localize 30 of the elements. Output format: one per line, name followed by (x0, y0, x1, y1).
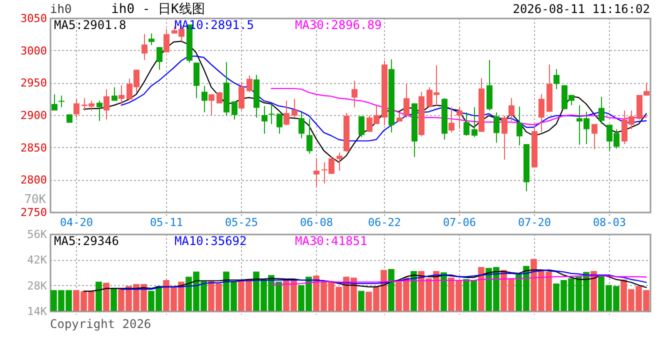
text: 70K (24, 192, 47, 206)
text: MA30:2896.89 (295, 18, 382, 32)
text: MA10:2891.5 (174, 18, 254, 32)
text: Copyright 2026 (50, 317, 152, 331)
y-tick-label: 42K (27, 254, 48, 267)
x-tick-label: 07-06 (442, 216, 476, 229)
y-tick-label: 3000 (20, 44, 47, 58)
chart-title: ih0 - 日K线图 (111, 2, 205, 17)
y-tick-label: 2900 (20, 109, 47, 122)
y-tick-label: 3050 (20, 12, 47, 25)
x-tick-label: 04-20 (60, 216, 94, 229)
y-tick-label: 28K (27, 279, 48, 292)
x-tick-label: 05-25 (224, 216, 258, 229)
y-tick-label: 2950 (20, 76, 47, 90)
x-tick-label: 06-08 (300, 216, 334, 229)
text: MA5:2901.8 (54, 18, 126, 32)
text: MA10:35692 (174, 234, 247, 248)
y-tick-label: 2750 (20, 206, 47, 219)
y-tick-label: 14K (27, 305, 48, 318)
text: ih0 (50, 2, 72, 16)
text: MA5:29346 (54, 234, 120, 248)
x-tick-label: 07-20 (518, 216, 552, 229)
x-tick-label: 05-11 (150, 216, 184, 229)
y-tick-label: 56K (27, 228, 48, 241)
x-tick-label: 06-22 (368, 216, 402, 229)
text: 2026-08-11 11:16:02 (512, 2, 650, 16)
y-tick-label: 2850 (20, 141, 47, 154)
x-tick-label: 08-03 (592, 216, 626, 229)
y-tick-label: 2800 (20, 174, 47, 187)
text: MA30:41851 (295, 234, 368, 248)
